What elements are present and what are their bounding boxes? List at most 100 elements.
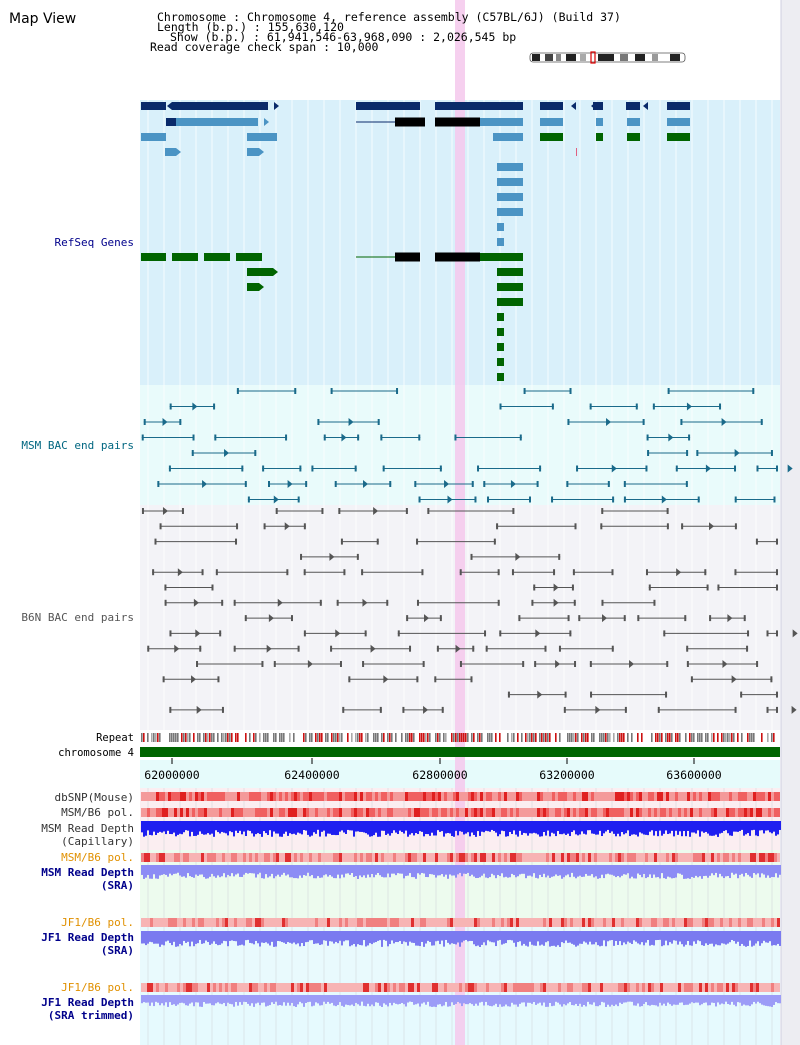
msm-bac-pair-end [686,450,689,456]
depth-bar [469,995,471,1004]
repeat-element [451,733,453,742]
heat-cell [342,792,345,801]
msm-bac-pair-arrow [362,480,368,488]
depth-bar [679,821,681,832]
heat-cell [555,918,558,927]
repeat-element [593,733,595,742]
heat-cell [462,853,465,862]
heat-cell [708,983,711,992]
heat-cell [249,808,252,817]
heat-cell [474,983,477,992]
depth-bar [189,931,191,947]
repeat-element [183,733,185,742]
depth-bar [511,865,513,874]
msm-bac-track[interactable] [141,388,793,504]
depth-bar [481,931,483,945]
repeat-track[interactable] [141,733,775,742]
heat-cell [378,808,381,817]
heat-cell [687,808,690,817]
label-b6n-bac[interactable]: B6N BAC end pairs [21,611,134,624]
depth-bar [583,995,585,1005]
msm-bac-pair-arrow [721,418,727,426]
repeat-element [767,733,769,742]
depth-bar [247,931,249,940]
heat-cell [516,792,519,801]
repeat-element [507,733,509,742]
label-jf1-b6-pol-2[interactable]: JF1/B6 pol. [61,981,134,994]
heat-cell [345,808,348,817]
heat-cell [615,808,618,817]
label-jf1-depth-sra[interactable]: JF1 Read Depth [41,931,134,944]
depth-bar [201,931,203,944]
heat-cell [531,792,534,801]
depth-bar [733,865,735,875]
msm-bac-pair-end [635,403,638,410]
label-msm-depth-cap[interactable]: MSM Read Depth [41,822,134,835]
depth-bar [615,931,617,941]
heat-cell [417,808,420,817]
label-msm-depth-sra[interactable]: MSM Read Depth [41,866,134,879]
depth-bar [709,995,711,1006]
heat-cell [639,792,642,801]
label-dbsnp[interactable]: dbSNP(Mouse) [55,791,134,804]
label-msm-b6-pol-2[interactable]: MSM/B6 pol. [61,851,134,864]
depth-bar [419,865,421,875]
heat-cell [525,792,528,801]
depth-bar [415,995,417,1005]
chromosome-ideogram[interactable] [529,51,686,64]
depth-bar [555,931,557,947]
heat-cell [246,853,249,862]
depth-bar [145,931,147,946]
depth-bar [255,821,257,835]
label-msm-bac[interactable]: MSM BAC end pairs [21,439,134,452]
repeat-element [217,733,219,742]
heat-cell [444,983,447,992]
label-msm-b6-pol-1[interactable]: MSM/B6 pol. [61,806,134,819]
depth-bar [233,865,235,877]
heat-cell [705,808,708,817]
heat-cell [444,853,447,862]
length-info: Length (b.p.) : 155,630,120 [157,20,344,34]
heat-cell [627,983,630,992]
heat-cell [303,918,306,927]
label-refseq-genes[interactable]: RefSeq Genes [55,236,134,249]
depth-bar [743,821,745,836]
repeat-element [305,733,307,742]
heat-cell [738,792,741,801]
depth-bar [571,865,573,873]
b6n-bac-track[interactable] [141,507,798,714]
heat-cell [756,808,759,817]
depth-bar [229,821,231,832]
heat-cell [438,918,441,927]
depth-bar [217,995,219,1003]
depth-bar [461,821,463,832]
heat-cell [543,853,546,862]
depth-bar [659,995,661,1003]
depth-bar [577,865,579,877]
heat-cell [531,808,534,817]
gene-marker [576,148,577,156]
repeat-element [375,733,377,742]
label-jf1-depth-trim[interactable]: JF1 Read Depth [41,996,134,1009]
heat-cell [483,808,486,817]
heat-cell [366,983,369,992]
refseq-genes-track[interactable] [141,102,690,381]
b6n-bac-pair-end [141,508,144,514]
label-jf1-b6-pol-1[interactable]: JF1/B6 pol. [61,916,134,929]
repeat-element [535,733,537,742]
depth-bar [631,931,633,945]
b6n-bac-pair-end [637,615,640,622]
heat-cell [210,808,213,817]
depth-bar [625,821,627,834]
depth-bar [501,821,503,831]
depth-bar [205,931,207,941]
heat-cell [648,983,651,992]
heat-cell [534,792,537,801]
depth-bar [737,821,739,832]
right-scrollbar[interactable] [781,0,800,1045]
depth-bar [389,995,391,1003]
depth-bar [731,995,733,1002]
b6n-bac-pair-arrow [162,507,168,515]
depth-bar [661,821,663,836]
